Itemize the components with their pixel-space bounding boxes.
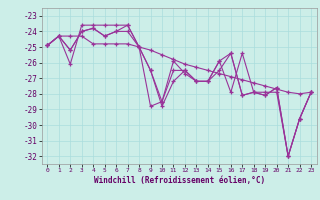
X-axis label: Windchill (Refroidissement éolien,°C): Windchill (Refroidissement éolien,°C) xyxy=(94,176,265,185)
